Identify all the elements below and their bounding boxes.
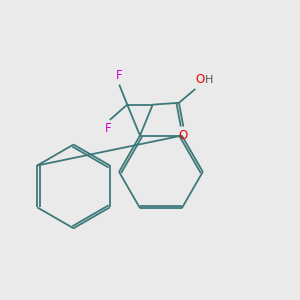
Text: F: F xyxy=(105,122,111,135)
Text: H: H xyxy=(204,75,213,85)
Text: O: O xyxy=(196,74,205,86)
Text: O: O xyxy=(179,129,188,142)
Text: F: F xyxy=(116,69,122,82)
